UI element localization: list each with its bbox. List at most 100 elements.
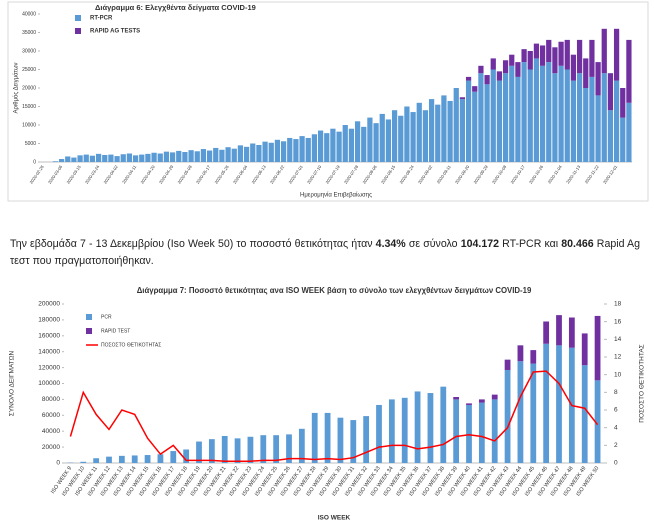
bar xyxy=(595,95,601,162)
bar xyxy=(613,80,620,162)
bar xyxy=(556,345,562,463)
legend-swatch xyxy=(86,314,92,320)
bar xyxy=(570,54,577,81)
bar xyxy=(182,152,188,162)
bar xyxy=(324,133,330,162)
bar xyxy=(552,73,558,162)
bar xyxy=(478,73,484,162)
text: Rapid Ag τεστ που πραγματοποιήθηκαν. xyxy=(10,238,640,267)
bar xyxy=(77,155,83,162)
bar xyxy=(139,154,145,162)
line xyxy=(69,370,599,462)
chart-1: Διάγραμμα 6: Ελεγχθέντα δείγματα COVID-1… xyxy=(7,1,649,202)
bar xyxy=(151,152,157,162)
bar xyxy=(388,399,395,463)
bar xyxy=(58,159,65,162)
bar xyxy=(126,153,133,162)
bar xyxy=(517,361,524,463)
bar xyxy=(527,51,533,70)
bar xyxy=(132,155,139,162)
bar xyxy=(206,150,213,162)
bar xyxy=(595,62,601,96)
bar xyxy=(620,117,626,162)
bar xyxy=(342,125,348,162)
y-tick-label: 35000 xyxy=(22,30,36,36)
bar xyxy=(478,399,485,403)
y2-tick-label: 10 xyxy=(614,371,622,378)
bar xyxy=(530,350,537,364)
bar xyxy=(170,451,177,463)
bar xyxy=(496,71,503,81)
chart-title: Διάγραμμα 6: Ελεγχθέντα δείγματα COVID-1… xyxy=(95,3,256,12)
bar xyxy=(262,141,268,162)
y-tick-label: 20000 xyxy=(42,444,60,451)
bar xyxy=(509,54,515,66)
bar xyxy=(299,136,305,162)
bar xyxy=(106,456,112,463)
bar xyxy=(453,397,460,400)
y2-tick-label: 16 xyxy=(614,318,622,325)
legend-swatch xyxy=(75,15,81,21)
y-tick-label: 60000 xyxy=(42,412,60,419)
bar xyxy=(581,365,588,463)
bar xyxy=(521,49,527,63)
bar xyxy=(416,102,422,162)
bar xyxy=(336,131,342,162)
bar xyxy=(447,100,453,162)
bar xyxy=(237,145,244,162)
y2-tick-label: 6 xyxy=(614,407,618,414)
bar xyxy=(376,404,382,463)
bar xyxy=(71,157,77,162)
bar xyxy=(250,143,256,162)
bar xyxy=(404,106,410,162)
bar xyxy=(287,137,293,162)
bar xyxy=(527,69,533,162)
y2-tick-label: 2 xyxy=(614,442,618,449)
bar xyxy=(221,435,228,463)
bar xyxy=(385,119,392,162)
y2-axis-label: ΠΟΣΟΣΤΟ ΘΕΤΙΚΟΤΗΤΑΣ xyxy=(639,344,646,422)
bar xyxy=(183,449,190,463)
bar xyxy=(539,45,546,66)
y2-tick-label: 12 xyxy=(614,354,622,361)
y-tick-label: 0 xyxy=(33,159,36,165)
bar xyxy=(517,345,524,362)
bar xyxy=(502,60,509,74)
bar xyxy=(83,154,89,162)
bar xyxy=(564,69,570,162)
bar xyxy=(330,128,336,162)
bar xyxy=(398,115,404,162)
bar xyxy=(601,28,607,74)
bar xyxy=(194,151,200,162)
bar xyxy=(108,154,114,162)
x-axis-label: Ημερομηνία Επιβεβαίωσης xyxy=(300,193,372,199)
bar xyxy=(504,369,511,463)
legend-swatch xyxy=(86,328,92,334)
bar xyxy=(472,86,478,92)
y-tick-label: 10000 xyxy=(22,122,36,128)
bar xyxy=(317,130,324,162)
bar xyxy=(515,62,521,77)
bar xyxy=(293,139,299,162)
bar xyxy=(410,112,416,162)
bar xyxy=(558,41,564,66)
legend-label: PCR xyxy=(101,314,112,320)
bar xyxy=(120,154,126,162)
bar xyxy=(491,399,498,463)
bar xyxy=(95,153,102,162)
bar xyxy=(484,84,490,162)
bar xyxy=(607,110,614,162)
bar xyxy=(311,134,318,162)
bar xyxy=(465,80,472,162)
bar xyxy=(361,126,367,162)
bar xyxy=(305,137,311,162)
y-tick-label: 80000 xyxy=(42,396,60,403)
bar xyxy=(93,458,100,463)
bar xyxy=(530,363,537,463)
legend-label: RAPID TEST xyxy=(101,328,130,334)
bar xyxy=(379,113,385,162)
bar xyxy=(401,397,408,463)
bar xyxy=(200,149,207,162)
bar xyxy=(478,65,484,74)
y-tick-label: 5000 xyxy=(25,141,36,147)
